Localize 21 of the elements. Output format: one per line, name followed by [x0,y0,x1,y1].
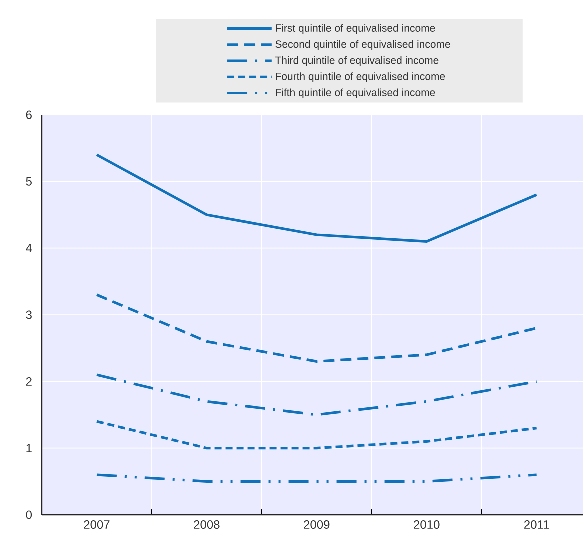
line-series [96,374,538,416]
x-tick-label: 2007 [84,520,110,530]
line-series [96,154,538,243]
legend-label: First quintile of equivalised income [276,24,436,34]
y-tick-label: 2 [26,377,32,386]
y-tick-label: 4 [26,244,32,252]
y-tick-label: 5 [26,177,32,186]
line-series [96,294,538,363]
y-tick-label: 0 [26,510,32,520]
y-tick-label: 3 [26,310,32,320]
legend-label: Third quintile of equivalised income [275,56,439,66]
x-tick-label: 2008 [194,520,220,530]
legend-label: Second quintile of equivalised income [276,40,450,50]
legend-label: Fourth quintile of equivalised income [276,72,446,82]
x-tick-label: 2010 [414,520,440,530]
y-tick-label: 6 [26,110,32,120]
line-series [96,420,538,450]
x-tick-label: 2009 [304,520,330,530]
legend-label: Fifth quintile of equivalised income [276,88,436,98]
x-tick-label: 2011 [524,520,550,530]
y-tick-label: 1 [26,444,32,452]
